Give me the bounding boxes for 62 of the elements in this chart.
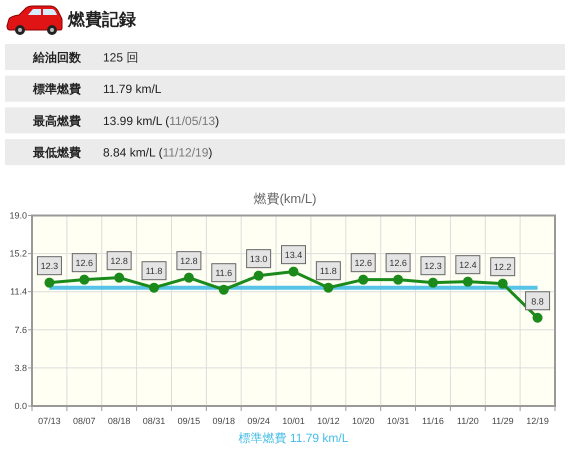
data-label: 12.2 — [494, 262, 512, 272]
point — [114, 272, 124, 283]
data-label: 11.8 — [320, 266, 337, 276]
point — [498, 278, 508, 289]
data-label: 11.6 — [215, 268, 232, 278]
point — [358, 274, 368, 285]
data-label: 12.8 — [110, 256, 128, 266]
x-tick-label: 09/24 — [247, 416, 270, 426]
text: 最高燃費 — [32, 114, 81, 128]
data-label: 13.0 — [250, 254, 268, 264]
x-tick-label: 09/18 — [212, 416, 236, 426]
text: 13.99 km/L (11/05/13) — [103, 114, 220, 128]
y-tick-label: 15.2 — [9, 248, 27, 259]
data-label: 12.8 — [180, 256, 198, 266]
point — [149, 282, 160, 293]
text: 最低燃費 — [32, 146, 81, 160]
data-label: 12.6 — [389, 258, 407, 268]
data-label: 12.6 — [354, 258, 372, 268]
text: 燃費記録 — [67, 10, 136, 29]
text: 8.84 km/L (11/12/19) — [103, 146, 212, 160]
point — [393, 274, 404, 285]
point — [254, 270, 264, 281]
data-label: 12.6 — [76, 258, 94, 268]
text: 給油回数 — [32, 50, 82, 64]
point — [79, 274, 90, 285]
data-label: 11.8 — [146, 266, 162, 276]
y-tick-label: 11.4 — [10, 286, 27, 297]
data-label: 12.3 — [40, 261, 58, 272]
y-tick-label: 7.6 — [14, 324, 27, 335]
point — [462, 276, 473, 287]
y-tick-label: 0.0 — [14, 401, 27, 411]
data-label: 8.8 — [531, 296, 544, 306]
point — [428, 278, 438, 288]
x-tick-label: 11/29 — [492, 416, 514, 426]
x-tick-label: 11/16 — [422, 416, 444, 426]
x-tick-label: 08/31 — [142, 416, 166, 426]
data-label: 12.3 — [424, 261, 442, 272]
ref-line-label: 標準燃費 11.79 km/L — [238, 431, 349, 445]
x-tick-label: 09/15 — [178, 416, 200, 426]
x-tick-label: 08/07 — [73, 416, 96, 426]
chart-title: 燃費(km/L) — [254, 191, 316, 206]
text: 標準燃費 — [32, 82, 81, 96]
data-label: 12.4 — [459, 260, 477, 270]
x-tick-label: 10/12 — [317, 416, 340, 426]
point — [218, 284, 229, 295]
x-tick-label: 08/18 — [108, 416, 130, 426]
x-tick-label: 10/20 — [352, 416, 374, 426]
point — [323, 282, 334, 293]
x-tick-label: 10/01 — [282, 416, 305, 426]
x-tick-label: 10/31 — [386, 416, 410, 426]
point — [532, 312, 543, 323]
data-label: 13.4 — [284, 250, 302, 260]
text: 125 回 — [103, 50, 138, 64]
y-tick-label: 3.8 — [14, 362, 27, 373]
x-tick-label: 07/13 — [38, 416, 61, 426]
text: 11.79 km/L — [103, 82, 162, 96]
point — [288, 266, 298, 277]
x-tick-label: 12/19 — [526, 416, 549, 426]
point — [44, 278, 54, 288]
x-tick-label: 11/20 — [456, 416, 479, 426]
y-tick-label: 19.0 — [9, 210, 27, 220]
point — [184, 272, 194, 283]
